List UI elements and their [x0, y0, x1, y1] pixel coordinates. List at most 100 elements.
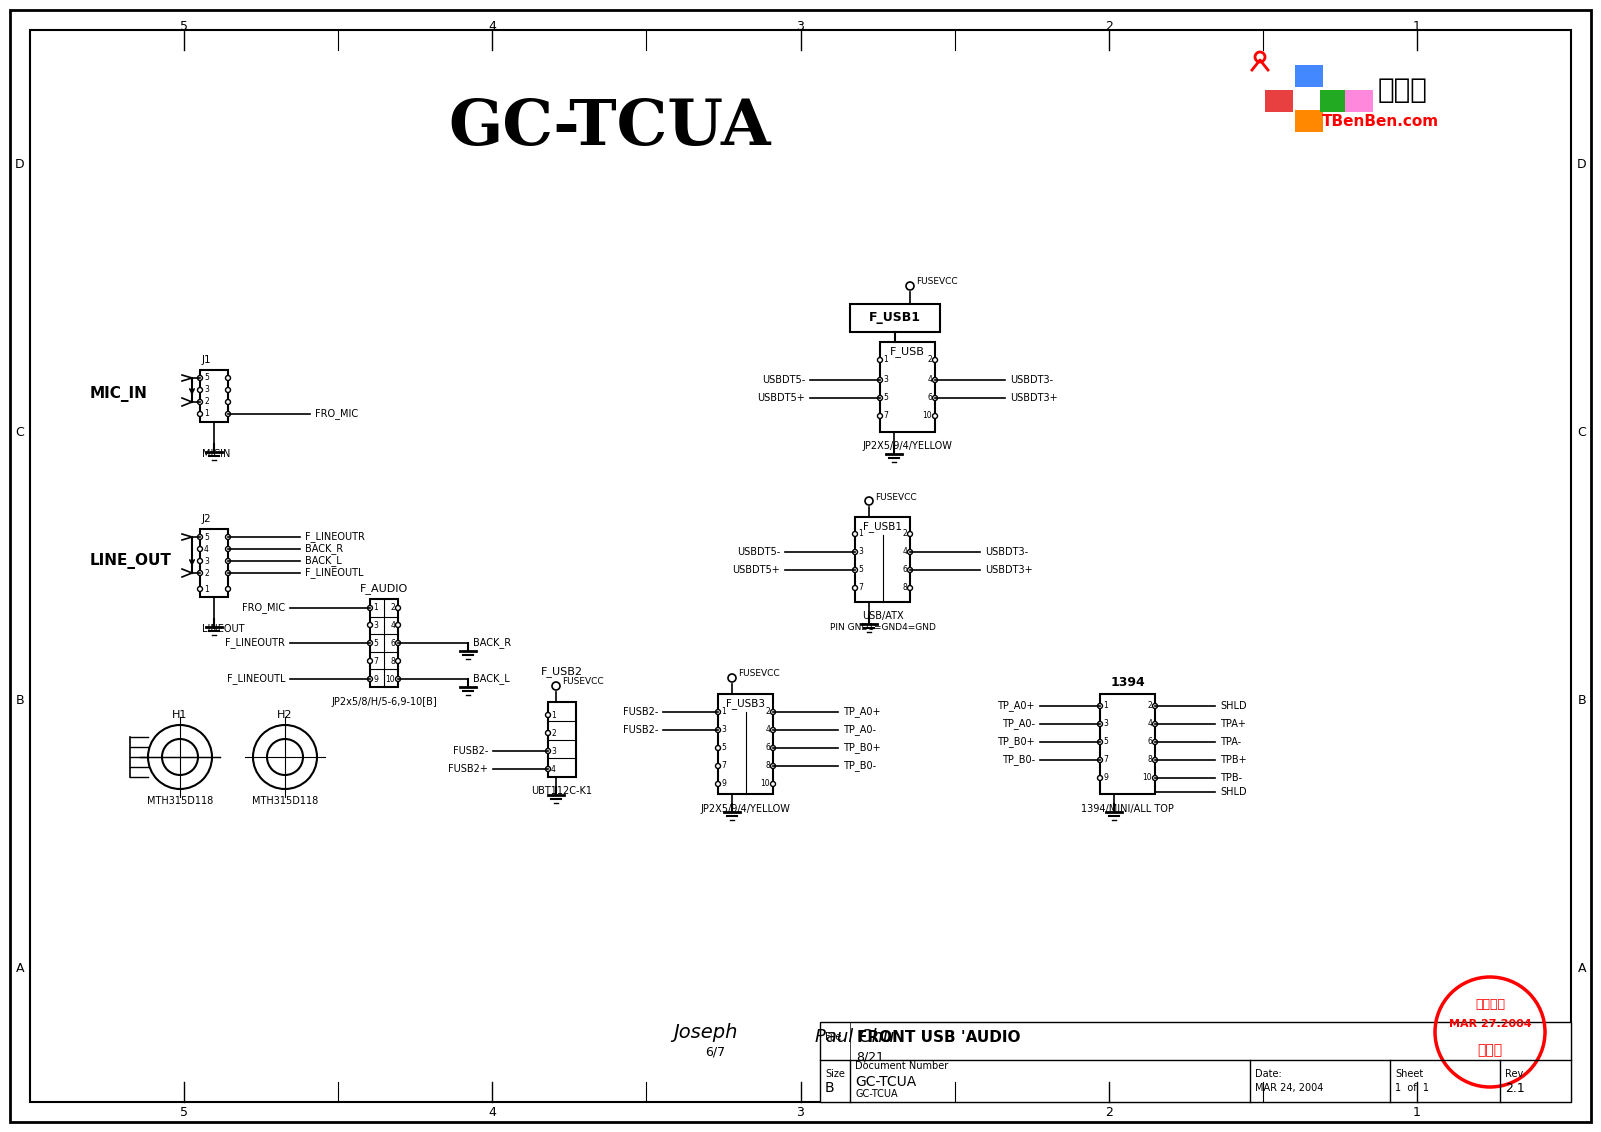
Circle shape [908, 567, 913, 573]
Circle shape [226, 400, 231, 404]
Text: 2: 2 [1105, 20, 1113, 33]
Bar [1100, 694, 1154, 794]
Bar [1295, 65, 1322, 87]
Text: 7: 7 [884, 412, 889, 420]
Text: FUSEVCC: FUSEVCC [876, 492, 917, 501]
Circle shape [395, 623, 400, 627]
Text: F_LINEOUTR: F_LINEOUTR [226, 637, 285, 649]
Circle shape [932, 377, 938, 383]
Text: FRONT USB 'AUDIO: FRONT USB 'AUDIO [857, 1029, 1020, 1045]
Bar [370, 599, 399, 687]
Text: 6/7: 6/7 [704, 1046, 725, 1058]
Circle shape [395, 677, 400, 681]
Circle shape [226, 534, 231, 540]
Text: TPA-: TPA- [1220, 737, 1241, 747]
Text: 3: 3 [551, 746, 556, 755]
Text: 2: 2 [203, 397, 208, 406]
Text: 3: 3 [720, 726, 725, 735]
Text: 1394: 1394 [1109, 676, 1145, 688]
Circle shape [197, 586, 202, 592]
Bar [1265, 91, 1294, 112]
Circle shape [395, 659, 400, 663]
Bar [881, 342, 935, 432]
Circle shape [770, 781, 775, 787]
Text: FUSB2-: FUSB2- [623, 724, 658, 735]
Text: C: C [16, 426, 24, 438]
Text: F_AUDIO: F_AUDIO [360, 584, 408, 594]
Text: F_USB1: F_USB1 [863, 522, 901, 532]
Text: 2: 2 [1148, 702, 1153, 711]
Text: 1: 1 [203, 584, 208, 593]
Text: GC-TCUA: GC-TCUA [448, 96, 772, 157]
Text: 1: 1 [1103, 702, 1108, 711]
Text: F_USB: F_USB [890, 346, 925, 358]
Bar [717, 694, 773, 794]
Circle shape [1098, 703, 1103, 709]
Circle shape [852, 567, 858, 573]
Text: J2: J2 [202, 514, 211, 524]
Text: 5: 5 [373, 638, 378, 648]
Text: 10: 10 [386, 675, 395, 684]
Text: 1: 1 [1414, 20, 1420, 33]
Circle shape [267, 739, 303, 775]
Text: Paul Chu: Paul Chu [815, 1028, 895, 1046]
Circle shape [932, 395, 938, 401]
Text: 4: 4 [391, 620, 395, 629]
Text: H2: H2 [277, 710, 293, 720]
Circle shape [932, 413, 938, 419]
Text: J1: J1 [202, 355, 211, 365]
Text: FUSB2-: FUSB2- [453, 746, 488, 756]
Circle shape [770, 763, 775, 769]
Circle shape [852, 585, 858, 591]
Text: USBDT5+: USBDT5+ [732, 565, 780, 575]
Text: D: D [1577, 157, 1587, 171]
Text: 3: 3 [203, 386, 208, 394]
Circle shape [197, 571, 202, 575]
Text: 2: 2 [203, 568, 208, 577]
Text: USBDT5+: USBDT5+ [757, 393, 805, 403]
Text: USBDT3-: USBDT3- [1010, 375, 1053, 385]
Text: USBDT5-: USBDT5- [762, 375, 805, 385]
Text: 7: 7 [720, 762, 725, 771]
Circle shape [368, 659, 373, 663]
Circle shape [877, 358, 882, 362]
Text: 5: 5 [179, 20, 187, 33]
Text: 1  of  1: 1 of 1 [1394, 1083, 1430, 1094]
Text: 4: 4 [551, 764, 556, 773]
Text: Document Number: Document Number [855, 1061, 948, 1071]
Text: 3: 3 [373, 620, 378, 629]
Text: C: C [1577, 426, 1587, 438]
Text: 2: 2 [903, 530, 908, 539]
Text: FUSEVCC: FUSEVCC [562, 677, 604, 686]
Circle shape [368, 677, 373, 681]
Circle shape [1153, 739, 1158, 745]
Text: F_USB3: F_USB3 [725, 698, 765, 710]
Text: 2: 2 [391, 603, 395, 612]
Bar [200, 529, 227, 597]
Bar [1295, 110, 1322, 132]
Text: MTH315D118: MTH315D118 [147, 796, 213, 806]
Text: JP2X5/9/4/YELLOW: JP2X5/9/4/YELLOW [863, 441, 953, 451]
Circle shape [716, 710, 720, 714]
Text: BACK_L: BACK_L [472, 674, 509, 685]
Text: 5: 5 [203, 532, 208, 541]
Text: 10: 10 [760, 780, 770, 789]
Text: 4: 4 [203, 544, 208, 554]
Text: 1: 1 [203, 410, 208, 419]
Text: 研管部: 研管部 [1478, 1043, 1503, 1057]
Text: 9: 9 [373, 675, 378, 684]
Text: 6: 6 [1148, 738, 1153, 746]
Text: BACK_R: BACK_R [306, 543, 343, 555]
Circle shape [197, 558, 202, 564]
Circle shape [368, 606, 373, 610]
Text: TPA+: TPA+ [1220, 719, 1246, 729]
Circle shape [197, 547, 202, 551]
Text: 4: 4 [765, 726, 770, 735]
Text: 9: 9 [1103, 773, 1108, 782]
Text: MTH315D118: MTH315D118 [251, 796, 319, 806]
Text: A: A [16, 961, 24, 975]
Text: 研测中心: 研测中心 [1475, 997, 1505, 1011]
Text: 7: 7 [373, 657, 378, 666]
Text: 8: 8 [1148, 755, 1153, 764]
Text: 7: 7 [858, 583, 863, 592]
